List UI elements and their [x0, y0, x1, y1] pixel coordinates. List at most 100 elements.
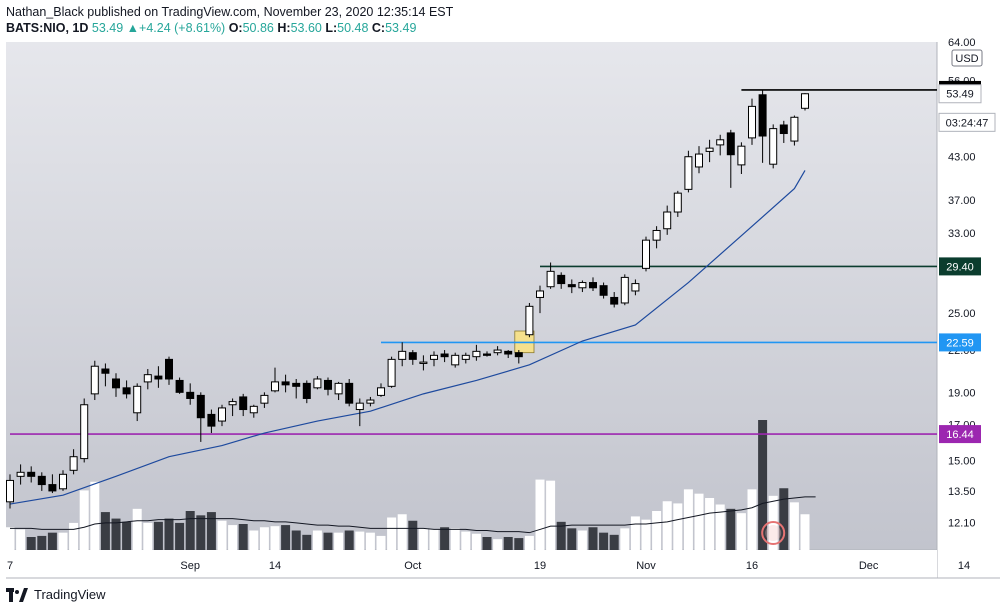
candle-body	[154, 375, 163, 380]
volume-bar	[620, 528, 630, 550]
volume-bar	[365, 532, 375, 550]
candle-body	[112, 378, 120, 389]
candle-body	[684, 156, 693, 190]
volume-bar	[715, 504, 725, 550]
volume-bar	[270, 526, 280, 550]
volume-bar	[429, 529, 439, 550]
volume-bar	[196, 515, 206, 550]
candle-body	[387, 358, 396, 387]
candle-body	[302, 382, 311, 399]
volume-bar	[747, 489, 757, 550]
time-tick-label: Oct	[404, 560, 421, 572]
time-tick-label: Nov	[636, 560, 656, 572]
volume-bar	[758, 420, 768, 550]
price-tick-label: 25.00	[948, 308, 976, 320]
candle-body	[313, 378, 322, 389]
volume-bar	[418, 528, 428, 550]
candle-body	[249, 405, 258, 414]
time-tick-label: Sep	[180, 560, 200, 572]
volume-bar	[736, 513, 746, 550]
open-label: O:	[228, 21, 243, 35]
candle-body	[599, 285, 608, 296]
volume-bar	[281, 525, 291, 550]
tradingview-logo-icon[interactable]	[6, 587, 28, 602]
volume-bar	[164, 518, 174, 550]
price-tick-label: 19.00	[948, 387, 976, 399]
price-tick-label: 37.00	[948, 195, 976, 207]
candle-body	[642, 239, 650, 269]
tradingview-brand[interactable]: TradingView	[34, 587, 106, 602]
time-tick-label: Dec	[859, 560, 879, 572]
volume-bar	[450, 528, 460, 550]
volume-bar	[5, 527, 15, 550]
low-value: 50.48	[337, 21, 369, 35]
candle-body	[218, 407, 226, 422]
volume-bar	[683, 489, 693, 550]
time-tick-label: 14	[269, 560, 281, 572]
candle-body	[69, 456, 78, 471]
candle-body	[80, 404, 89, 460]
candle-body	[377, 387, 385, 396]
volume-bar	[122, 521, 132, 550]
candle-body	[748, 105, 756, 139]
price-tick-label: 15.00	[948, 456, 976, 468]
candle-body	[536, 290, 544, 298]
candle-body	[525, 305, 534, 336]
horizontal-line-label-bg	[939, 425, 981, 444]
horizontal-line-label: 22.59	[946, 337, 974, 349]
low-label: L:	[325, 21, 338, 35]
candle-body	[440, 353, 449, 358]
candle-body	[493, 349, 502, 354]
footer: TradingView	[6, 587, 106, 602]
volume-bar	[26, 537, 36, 550]
volume-bar	[503, 537, 513, 550]
candle-body	[398, 350, 407, 360]
candle-body	[801, 93, 809, 109]
event-marker-fill	[765, 525, 782, 541]
volume-bar	[789, 502, 799, 550]
volume-bar	[355, 531, 365, 550]
candle-body	[292, 382, 301, 387]
candle-body	[652, 229, 661, 241]
time-tick-label: 14	[958, 560, 970, 572]
candle-body	[578, 282, 587, 289]
time-tick-label: 7	[7, 560, 13, 572]
candle-body	[59, 473, 67, 490]
volume-bar	[779, 488, 789, 550]
volume-bar	[800, 514, 810, 550]
volume-bar	[493, 539, 503, 550]
candle-body	[281, 381, 290, 386]
candle-body	[143, 374, 152, 383]
time-tick-label: 19	[534, 560, 546, 572]
symbol-name[interactable]: BATS:NIO, 1D	[6, 21, 89, 35]
volume-bar	[524, 535, 534, 550]
volume-bar	[323, 532, 333, 550]
volume-bar	[471, 533, 481, 550]
candle-body	[461, 354, 470, 360]
candle-body	[101, 368, 110, 374]
candle-body	[631, 283, 640, 292]
candle-body	[366, 399, 375, 404]
candle-body	[345, 382, 354, 404]
horizontal-line-label-bg	[939, 333, 981, 352]
volume-moving-average	[10, 496, 816, 534]
candle-body	[663, 211, 672, 230]
volume-bar	[652, 511, 662, 550]
candle-body	[769, 128, 778, 165]
chart-header: Nathan_Black published on TradingView.co…	[6, 4, 453, 36]
volume-bar	[153, 521, 163, 550]
volume-bar	[79, 490, 89, 550]
candle-body	[90, 365, 99, 395]
volume-bar	[291, 530, 301, 550]
candle-body	[726, 132, 735, 156]
candle-body	[271, 381, 279, 392]
volume-bar	[100, 512, 110, 550]
volume-bar	[726, 508, 736, 550]
horizontal-line-label: 16.44	[946, 429, 974, 441]
volume-bar	[143, 522, 153, 550]
volume-bar	[482, 537, 492, 550]
volume-bar	[16, 529, 26, 550]
price-change: +4.24 (+8.61%)	[139, 21, 226, 35]
volume-bar	[705, 498, 715, 550]
